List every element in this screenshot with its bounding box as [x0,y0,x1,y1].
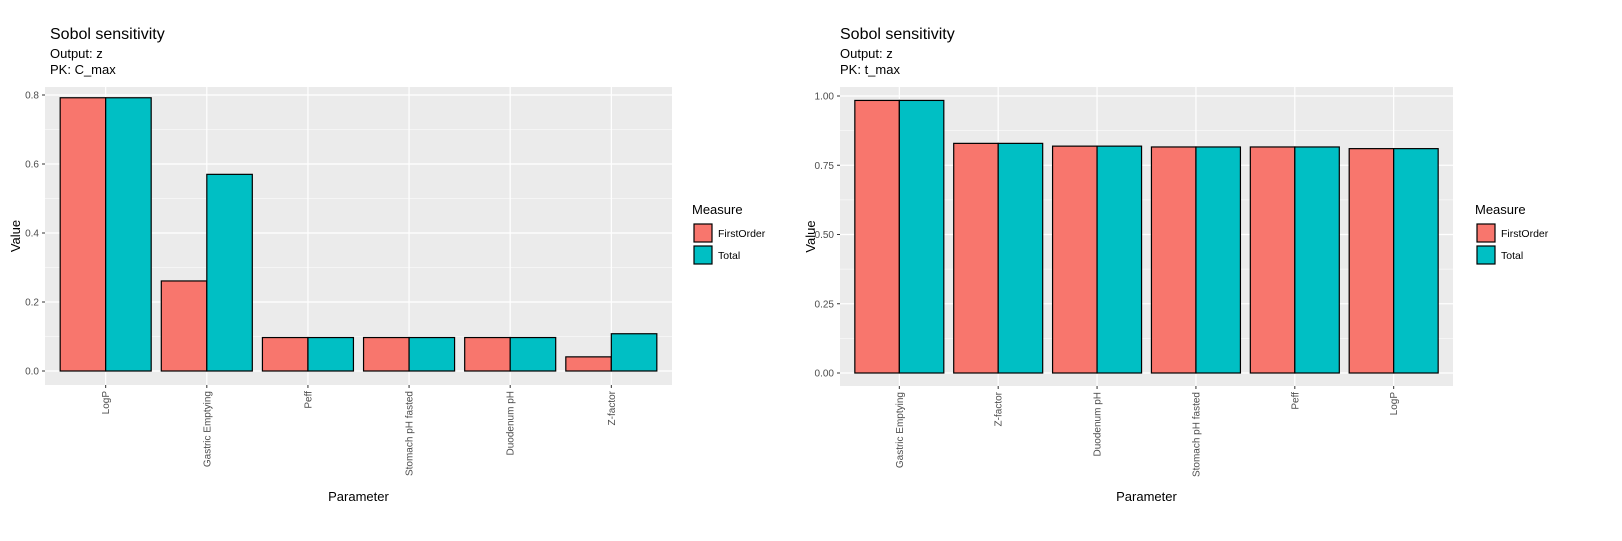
x-tick-label: LogP [1389,392,1400,416]
chart-title: Sobol sensitivity [840,26,955,43]
y-tick-label: 0.00 [815,369,835,380]
x-tick-label: Z-factor [994,391,1005,426]
bar-firstorder [565,356,612,372]
bar-firstorder [1150,146,1197,374]
x-tick-label: Duodenum pH [1093,392,1104,456]
y-tick-label: 0.2 [25,298,39,309]
legend-label: Total [1501,250,1523,262]
bar-firstorder [362,336,410,372]
bar-firstorder [261,336,309,372]
x-tick-label: Z-factor [607,390,618,425]
legend-key-firstorder [693,223,713,243]
legend-label: Total [718,250,740,262]
x-tick-label: Peff [303,391,314,409]
chart-subtitle: Output: z [840,46,893,61]
legend-key-total [693,245,713,265]
y-tick-label: 0.0 [25,367,39,378]
bar-total [1195,146,1242,374]
legend-key-total [1476,245,1496,265]
legend-title: Measure [692,202,743,217]
x-tick-label: LogP [101,391,112,415]
x-tick-label: Gastric Emptying [202,391,213,467]
x-tick-label: Stomach pH fasted [405,391,416,476]
legend-label: FirstOrder [718,228,766,240]
bar-total [307,336,355,372]
chart-2: Sobol sensitivity Output: zPK: t_max 0.00 0… [803,26,1549,504]
bar-total [898,99,945,374]
bar-total [509,336,557,372]
bar-firstorder [1051,145,1098,374]
chart-title: Sobol sensitivity [50,26,165,43]
legend-label: FirstOrder [1501,228,1549,240]
chart-subtitle: PK: C_max [50,62,116,77]
y-tick-label: 0.4 [25,229,39,240]
bar-total [997,142,1044,374]
x-tick-label: Gastric Emptying [895,392,906,468]
bar-total [610,333,658,372]
x-tick-label: Peff [1290,392,1301,410]
bar-total [206,173,253,372]
x-axis-label: Parameter [328,489,389,504]
y-tick-label: 0.25 [815,299,835,310]
y-tick-label: 0.50 [815,230,835,241]
x-axis-label: Parameter [1116,489,1177,504]
bar-firstorder [1348,148,1395,374]
legend-title: Measure [1475,202,1526,217]
y-tick-label: 0.6 [25,160,39,171]
y-tick-label: 0.8 [25,91,39,102]
bar-total [1294,146,1340,374]
bar-firstorder [953,142,999,374]
bar-firstorder [464,336,511,372]
legend: Measure FirstOrder Total [1475,202,1549,265]
bar-firstorder [160,280,208,372]
x-tick-label: Stomach pH fasted [1191,392,1202,477]
legend: Measure FirstOrder Total [692,202,766,265]
y-axis-label: Value [803,220,818,252]
bar-firstorder [1249,146,1296,374]
y-tick-label: 0.75 [815,161,835,172]
y-tick-label: 1.00 [815,92,835,103]
chart-subtitle: Output: z [50,46,103,61]
chart-1: Sobol sensitivity Output: zPK: C_max 0.0 0.… [8,26,766,504]
y-axis-label: Value [8,220,23,252]
bar-firstorder [854,99,900,374]
legend-key-firstorder [1476,223,1496,243]
bar-total [1393,148,1439,374]
bar-total [408,336,456,372]
bar-total [105,97,152,372]
bar-firstorder [59,97,107,372]
x-tick-label: Duodenum pH [506,391,517,455]
chart-subtitle: PK: t_max [840,62,900,77]
bar-total [1096,145,1143,374]
